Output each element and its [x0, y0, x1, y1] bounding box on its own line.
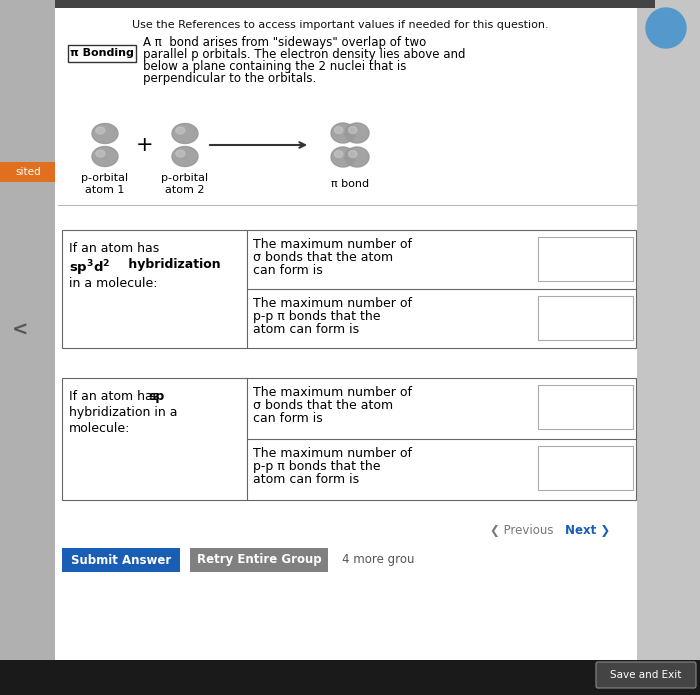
- Text: Use the References to access important values if needed for this question.: Use the References to access important v…: [132, 20, 548, 30]
- Ellipse shape: [331, 123, 355, 143]
- Ellipse shape: [335, 126, 343, 133]
- Text: p-orbital: p-orbital: [81, 173, 129, 183]
- Text: can form is: can form is: [253, 264, 323, 277]
- Text: p-p π bonds that the: p-p π bonds that the: [253, 310, 381, 323]
- FancyBboxPatch shape: [538, 446, 633, 490]
- Text: $\mathbf{sp^3d^2}$: $\mathbf{sp^3d^2}$: [69, 258, 111, 277]
- Text: If an atom has: If an atom has: [69, 242, 160, 255]
- Ellipse shape: [96, 150, 105, 157]
- Ellipse shape: [349, 126, 357, 133]
- Text: hybridization: hybridization: [124, 258, 220, 271]
- Text: sited: sited: [15, 167, 41, 177]
- Ellipse shape: [172, 147, 198, 167]
- Text: perpendicular to the orbitals.: perpendicular to the orbitals.: [143, 72, 316, 85]
- Text: The maximum number of: The maximum number of: [253, 386, 412, 399]
- FancyBboxPatch shape: [55, 0, 655, 695]
- Text: A π  bond arises from "sideways" overlap of two: A π bond arises from "sideways" overlap …: [143, 36, 426, 49]
- FancyBboxPatch shape: [190, 548, 328, 572]
- Ellipse shape: [96, 127, 105, 134]
- Text: atom can form is: atom can form is: [253, 323, 359, 336]
- Text: below a plane containing the 2 nuclei that is: below a plane containing the 2 nuclei th…: [143, 60, 407, 73]
- Text: parallel p orbitals. The electron density lies above and: parallel p orbitals. The electron densit…: [143, 48, 466, 61]
- Ellipse shape: [331, 147, 355, 167]
- FancyBboxPatch shape: [62, 548, 180, 572]
- FancyBboxPatch shape: [0, 660, 700, 695]
- Text: Save and Exit: Save and Exit: [610, 670, 682, 680]
- Text: hybridization in a: hybridization in a: [69, 406, 178, 419]
- Text: 4 more grou: 4 more grou: [342, 553, 414, 566]
- Ellipse shape: [92, 147, 118, 167]
- Text: The maximum number of: The maximum number of: [253, 297, 412, 310]
- Text: <: <: [12, 320, 28, 339]
- Text: atom 2: atom 2: [165, 185, 204, 195]
- FancyBboxPatch shape: [55, 0, 655, 8]
- FancyBboxPatch shape: [637, 0, 700, 695]
- Ellipse shape: [349, 151, 357, 158]
- Ellipse shape: [176, 127, 185, 134]
- Text: atom 1: atom 1: [85, 185, 125, 195]
- Text: +: +: [136, 135, 154, 155]
- Ellipse shape: [345, 123, 369, 143]
- FancyBboxPatch shape: [538, 237, 633, 281]
- Text: p-p π bonds that the: p-p π bonds that the: [253, 460, 381, 473]
- Text: ❮ Previous: ❮ Previous: [490, 524, 554, 537]
- FancyBboxPatch shape: [538, 385, 633, 429]
- Ellipse shape: [335, 151, 343, 158]
- FancyBboxPatch shape: [68, 45, 136, 62]
- Ellipse shape: [345, 147, 369, 167]
- Text: σ bonds that the atom: σ bonds that the atom: [253, 399, 393, 412]
- Ellipse shape: [172, 124, 198, 143]
- FancyBboxPatch shape: [596, 662, 696, 688]
- Text: Retry Entire Group: Retry Entire Group: [197, 553, 321, 566]
- Text: can form is: can form is: [253, 412, 323, 425]
- Text: The maximum number of: The maximum number of: [253, 447, 412, 460]
- FancyBboxPatch shape: [62, 378, 636, 500]
- Text: Next ❯: Next ❯: [565, 524, 610, 537]
- Circle shape: [646, 8, 686, 48]
- FancyBboxPatch shape: [0, 162, 55, 182]
- Text: The maximum number of: The maximum number of: [253, 238, 412, 251]
- Text: If an atom has: If an atom has: [69, 390, 163, 403]
- FancyBboxPatch shape: [538, 296, 633, 340]
- Text: π bond: π bond: [331, 179, 369, 189]
- Text: p-orbital: p-orbital: [162, 173, 209, 183]
- Text: atom can form is: atom can form is: [253, 473, 359, 486]
- Ellipse shape: [176, 150, 185, 157]
- Text: sp: sp: [148, 390, 164, 403]
- Text: molecule:: molecule:: [69, 422, 130, 435]
- Text: in a molecule:: in a molecule:: [69, 277, 158, 290]
- Text: Submit Answer: Submit Answer: [71, 553, 171, 566]
- Text: π Bonding: π Bonding: [70, 49, 134, 58]
- FancyBboxPatch shape: [62, 230, 636, 348]
- Ellipse shape: [92, 124, 118, 143]
- Text: σ bonds that the atom: σ bonds that the atom: [253, 251, 393, 264]
